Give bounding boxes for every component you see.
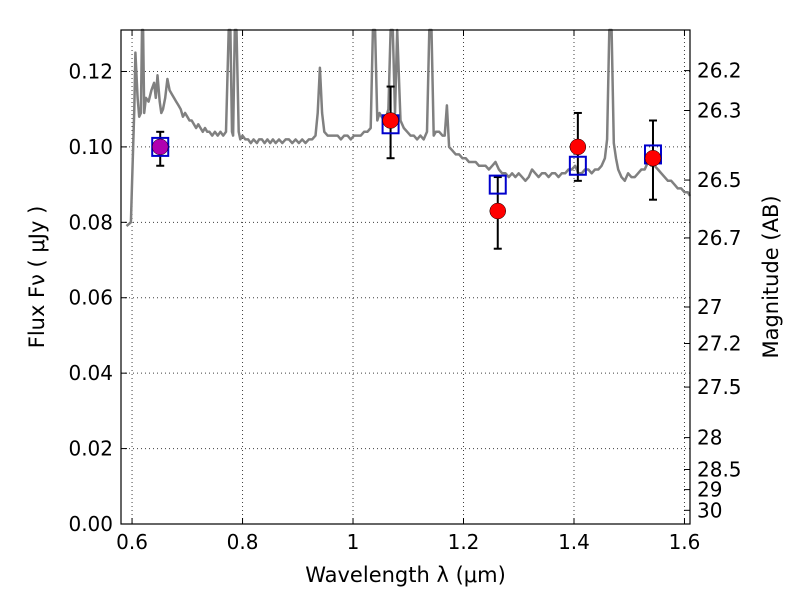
y-tick-label: 0.00	[68, 512, 113, 536]
magnitude-tick-label: 26.7	[697, 226, 742, 250]
magnitude-tick-label: 28	[697, 426, 722, 450]
plot-frame	[120, 29, 691, 525]
observed-flux-point	[644, 149, 662, 167]
y-tick-label: 0.10	[68, 135, 113, 159]
x-tick-label: 1	[347, 530, 360, 554]
observed-flux-point	[151, 138, 169, 156]
magnitude-tick-label: 30	[697, 498, 722, 522]
magnitude-tick-label: 29	[697, 478, 722, 502]
magnitude-tick-label: 26.2	[697, 59, 742, 83]
spectrum-line	[125, 28, 692, 228]
magnitude-tick-label: 26.5	[697, 168, 742, 192]
x-tick-label: 1.6	[669, 530, 701, 554]
magnitude-tick-label: 27	[697, 295, 722, 319]
model-square-point	[488, 174, 507, 195]
y-tick-label: 0.04	[68, 361, 113, 385]
x-tick-label: 1.2	[448, 530, 480, 554]
x-tick-label: 0.8	[227, 530, 259, 554]
y-axis-label: Flux Fν ( μJy )	[25, 206, 49, 349]
x-axis-ticks: 0.6 0.8 1 1.2 1.4 1.6	[116, 30, 700, 554]
observed-flux-point	[382, 112, 399, 129]
observed-flux-point	[489, 202, 507, 220]
grid	[121, 30, 690, 525]
magnitude-tick-label: 28.5	[697, 457, 742, 481]
x-tick-label: 1.4	[558, 530, 590, 554]
y-tick-label: 0.08	[68, 210, 113, 234]
x-axis-label: Wavelength λ (μm)	[305, 563, 506, 587]
magnitude-tick-label: 27.2	[697, 331, 742, 355]
circle-marker-layer	[151, 112, 662, 220]
magnitude-axis-label: Magnitude (AB)	[759, 195, 783, 358]
square-marker-layer	[151, 114, 662, 195]
spectrum-layer	[125, 28, 692, 228]
x-tick-label: 0.6	[116, 530, 148, 554]
magnitude-tick-label: 27.5	[697, 375, 742, 399]
y-tick-label: 0.12	[68, 59, 113, 83]
observed-flux-point	[569, 138, 587, 156]
y-axis-ticks: 0.00 0.02 0.04 0.06 0.08 0.10 0.12	[68, 59, 127, 536]
y-tick-label: 0.06	[68, 286, 113, 310]
y-tick-label: 0.02	[68, 437, 113, 461]
magnitude-tick-label: 26.3	[697, 98, 742, 122]
model-square-point	[568, 155, 587, 176]
